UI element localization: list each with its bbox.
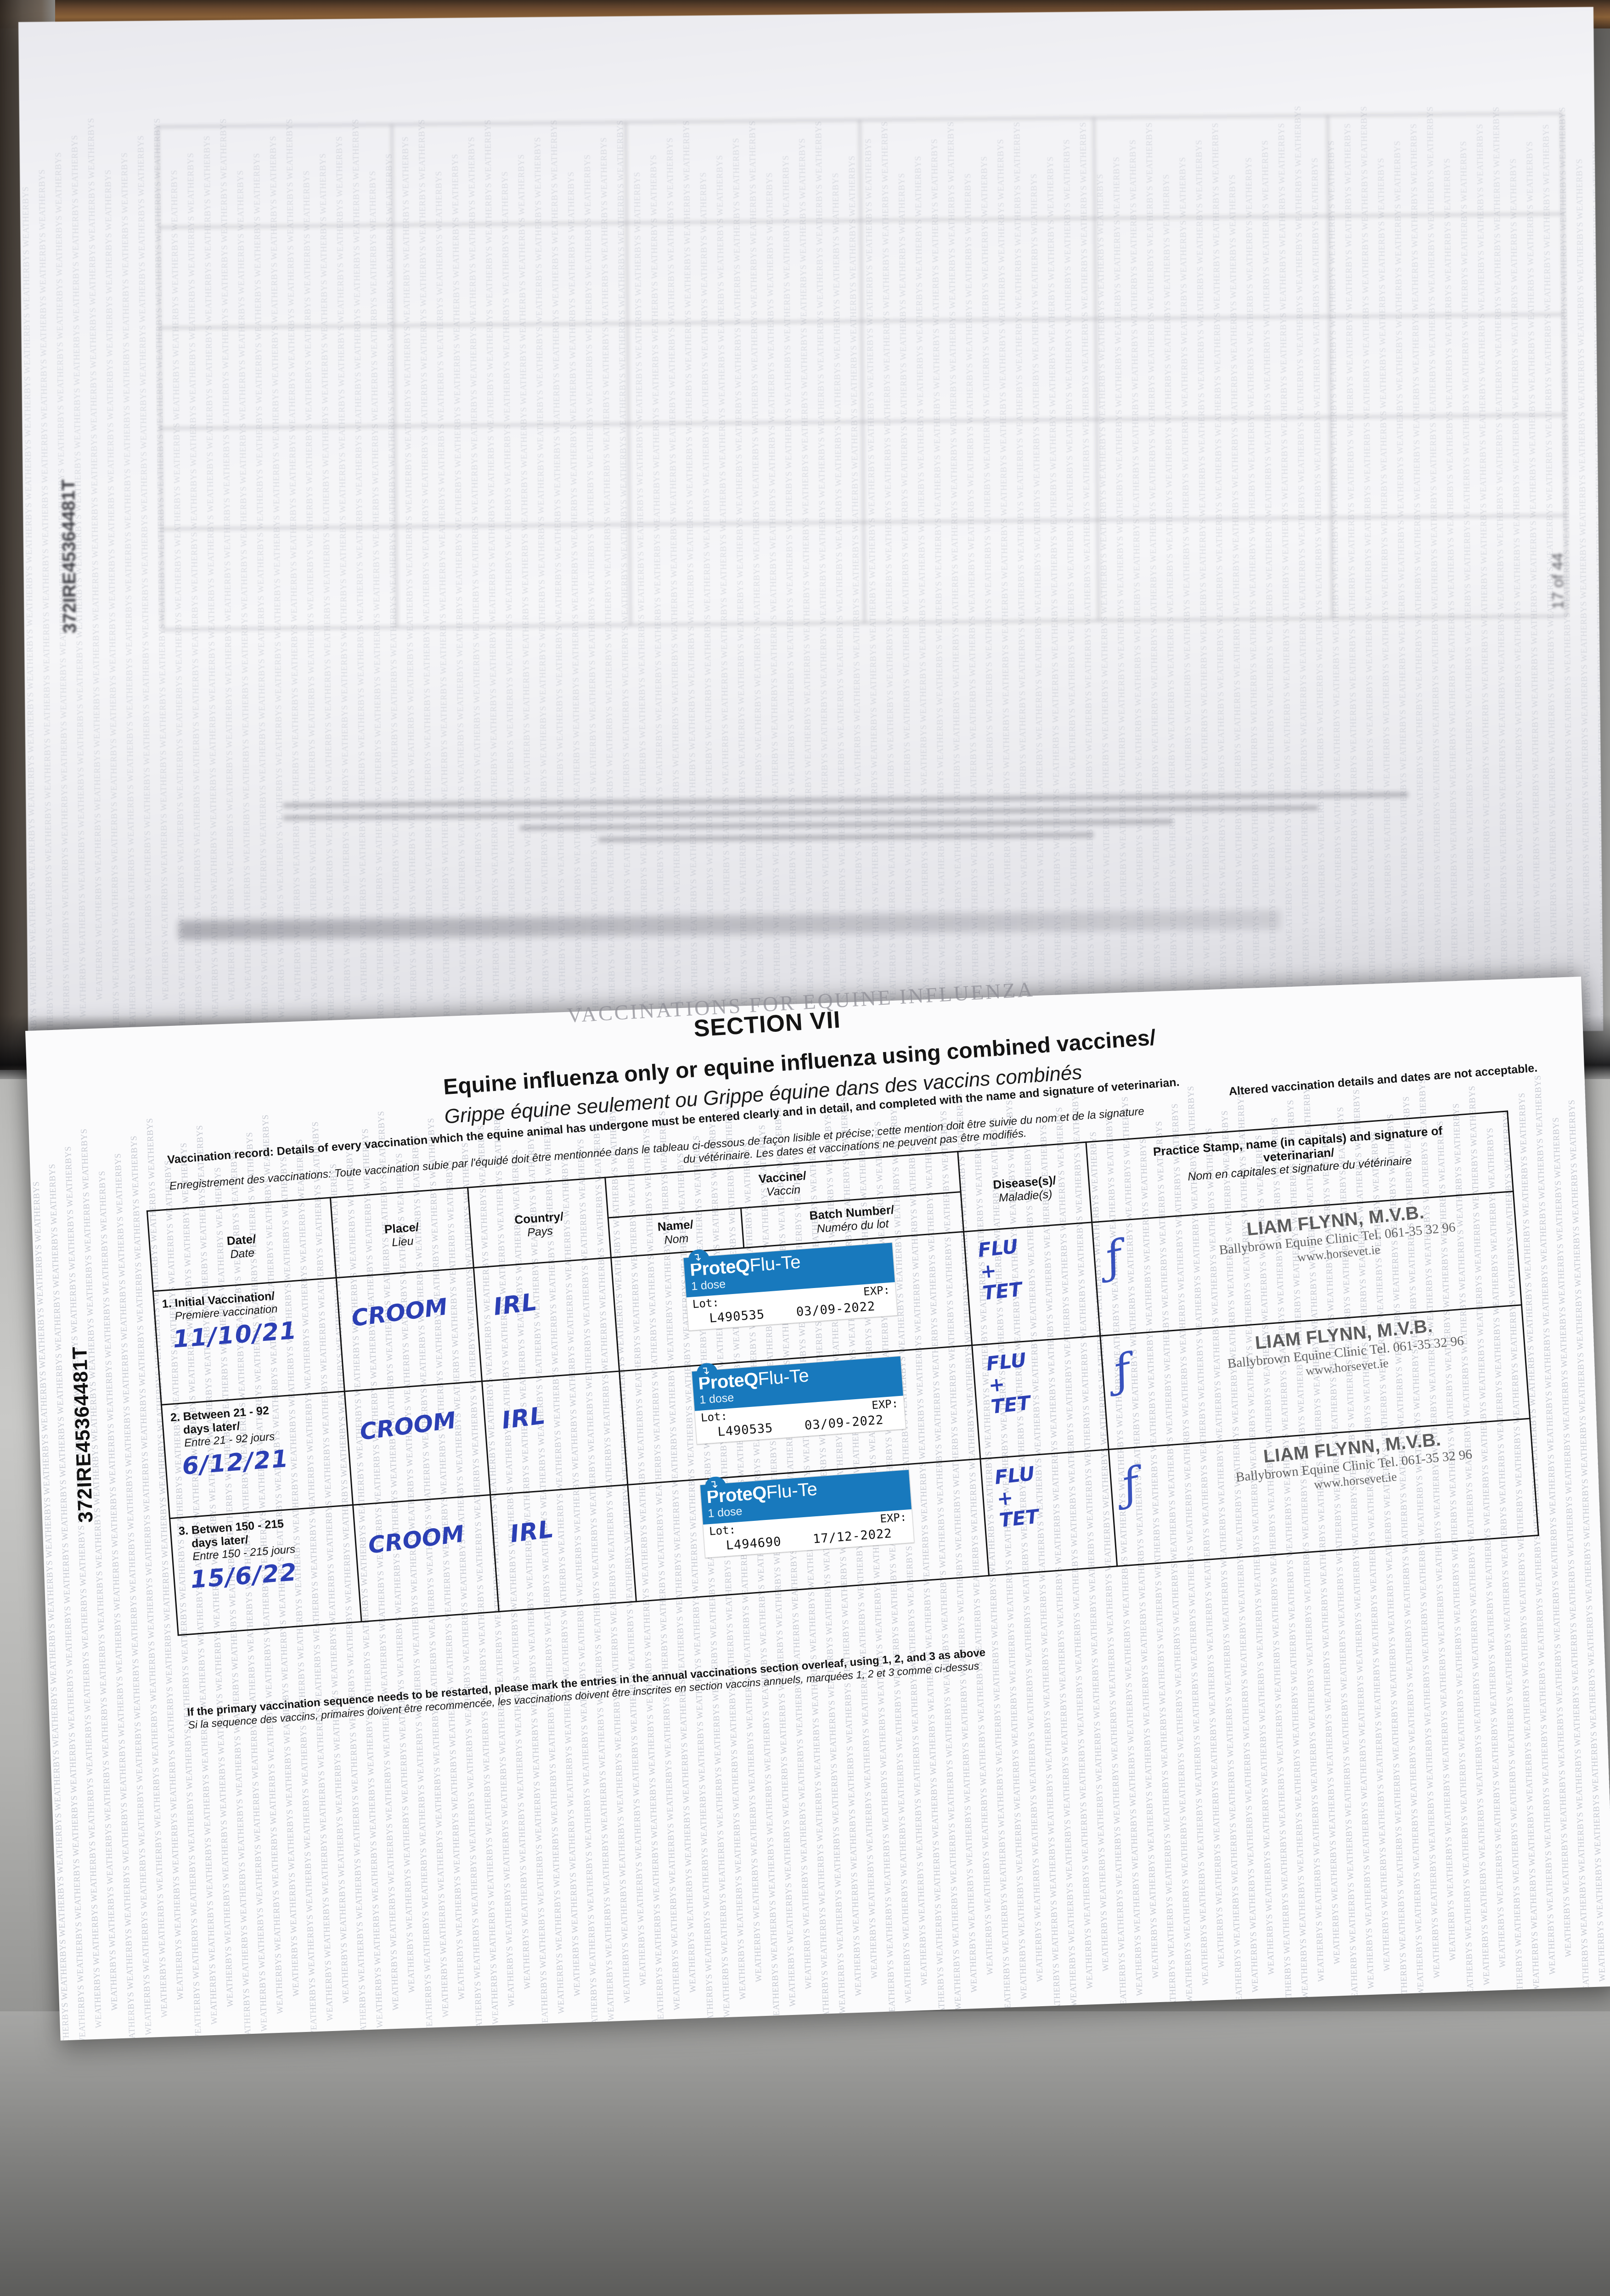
previous-page-legal-text — [283, 785, 1408, 853]
previous-page-content — [18, 7, 1603, 1046]
row-3-exp-value: 17/12-2022 — [812, 1526, 893, 1547]
header-place: Place/ Lieu — [330, 1187, 474, 1278]
row-3-disease-cell: FLU + TET — [980, 1448, 1117, 1576]
previous-page-title-ghost — [178, 910, 1281, 940]
row-3-country-cell: IRL — [490, 1485, 636, 1612]
row-3-exp-label: EXP: — [879, 1510, 907, 1525]
row-1-exp-value: 03/09-2022 — [795, 1299, 876, 1319]
vaccination-record-table: Date/ Date Place/ Lieu — [146, 1111, 1541, 1673]
row-2-exp-label: EXP: — [871, 1397, 899, 1412]
row-2-lot-label: Lot: — [700, 1409, 728, 1424]
row-2-disease-line3: TET — [990, 1391, 1032, 1418]
row-2-label-cell: 2. Between 21 - 92 days later/ Entre 21 … — [161, 1391, 353, 1519]
passport-number: 372IRE45364481T — [68, 1346, 97, 1523]
row-3-lot-value: L494690 — [725, 1534, 782, 1553]
vaccine-sticker: ↴ ProteQFlu-Te 1 dose Lot: EXP: — [683, 1242, 898, 1331]
row-2-vaccine-variant: Flu-Te — [757, 1365, 810, 1390]
header-disease: Disease(s)/ Maladie(s) — [957, 1142, 1092, 1232]
row-1-place-cell: CROOM — [336, 1267, 482, 1392]
row-2-disease-value: FLU + TET — [972, 1334, 1106, 1419]
row-2-disease-line1: FLU — [985, 1348, 1028, 1375]
row-1-label-cell: 1. Initial Vaccination/ Premiere vaccina… — [153, 1277, 345, 1405]
row-1-disease-line1: FLU — [977, 1235, 1019, 1262]
row-1-vaccine-variant: Flu-Te — [749, 1252, 801, 1276]
row-2-disease-line2: + — [987, 1373, 1006, 1397]
row-2-lot-value: L490535 — [717, 1421, 774, 1439]
row-3-label-cell: 3. Betwen 150 - 215 days later/ Entre 15… — [169, 1505, 362, 1636]
passport-number-upper: 372IRE45364481T — [58, 479, 80, 634]
row-3-lot-label: Lot: — [709, 1523, 736, 1538]
row-1-disease-cell: FLU + TET — [963, 1221, 1100, 1345]
row-2-exp-value: 03/09-2022 — [804, 1412, 884, 1433]
previous-page-table — [157, 113, 1568, 769]
row-1-country-cell: IRL — [473, 1257, 619, 1382]
row-1-disease-line3: TET — [981, 1278, 1024, 1305]
row-2-country-cell: IRL — [482, 1371, 628, 1495]
row-1-disease-value: FLU + TET — [963, 1221, 1098, 1306]
row-1-lot-value: L490535 — [709, 1307, 766, 1326]
header-date: Date/ Date — [147, 1198, 337, 1292]
scanner-glass-sheen — [0, 2011, 1610, 2296]
row-3-disease-value: FLU + TET — [980, 1448, 1114, 1533]
header-country: Country/ Pays — [467, 1177, 611, 1268]
row-1-exp-label: EXP: — [863, 1283, 890, 1298]
vaccine-sticker: ↴ ProteQFlu-Te 1 dose Lot: EXP: — [691, 1356, 906, 1445]
vaccine-sticker: ↴ ProteQFlu-Te 1 dose Lot: EXP: — [699, 1469, 915, 1558]
row-3-vaccine-variant: Flu-Te — [766, 1479, 818, 1503]
row-3-disease-line3: TET — [998, 1505, 1040, 1532]
syringe-arrow-icon: ↴ — [692, 1251, 702, 1264]
row-3-place-cell: CROOM — [353, 1495, 499, 1622]
page-number-upper: 17 of 44 — [1549, 552, 1567, 609]
syringe-arrow-icon: ↴ — [708, 1478, 719, 1491]
row-3-disease-line1: FLU — [993, 1462, 1036, 1489]
row-1-lot-label: Lot: — [692, 1296, 720, 1311]
passport-page-previous: WEATHERBYS WEATHERBYS WEATHERBYS WEATHER… — [18, 7, 1604, 1046]
passport-page-section-vii: WEATHERBYS WEATHERBYS WEATHERBYS WEATHER… — [25, 976, 1610, 2041]
syringe-arrow-icon: ↴ — [700, 1364, 710, 1378]
row-3-disease-line2: + — [996, 1486, 1014, 1511]
row-2-place-cell: CROOM — [344, 1381, 490, 1505]
row-1-disease-line2: + — [979, 1259, 998, 1283]
row-2-disease-cell: FLU + TET — [972, 1336, 1109, 1459]
